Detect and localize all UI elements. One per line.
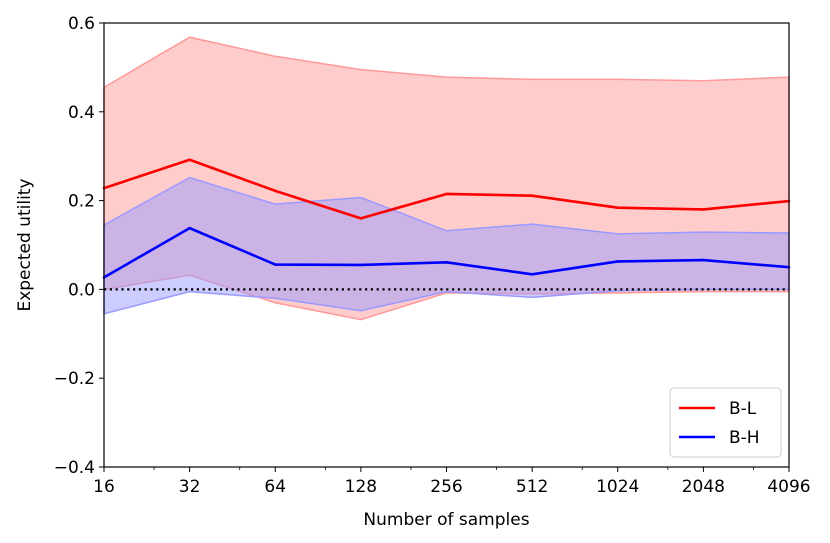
x-tick-label: 2048	[682, 477, 725, 497]
x-tick-label: 512	[516, 477, 548, 497]
x-axis-label: Number of samples	[363, 510, 529, 530]
y-axis-label: Expected utility	[15, 178, 35, 311]
data-point-b-h	[702, 258, 705, 262]
y-axis-ticks: −0.4 −0.2 0.0 0.2 0.4 0.6	[54, 14, 104, 478]
data-point-b-l	[530, 194, 534, 198]
data-point-b-h	[530, 273, 534, 276]
data-point-b-h	[616, 260, 620, 263]
x-tick-label: 1024	[596, 477, 639, 497]
confidence-bands	[103, 36, 790, 321]
data-point-b-l	[616, 206, 620, 210]
data-point-b-h	[359, 263, 363, 267]
data-point-b-l	[702, 208, 705, 211]
x-tick-label: 16	[93, 477, 115, 497]
y-tick-label: 0.6	[68, 14, 95, 34]
data-point-b-l	[445, 192, 448, 196]
x-tick-label: 32	[179, 477, 201, 497]
legend-label-b-l: B-L	[729, 399, 757, 419]
legend-box	[669, 387, 782, 458]
data-point-b-l	[359, 217, 363, 220]
y-tick-label: 0.2	[68, 192, 95, 212]
y-tick-label: 0.0	[68, 280, 95, 300]
legend-label-b-h: B-H	[729, 428, 760, 448]
x-tick-label: 4096	[767, 477, 810, 497]
data-point-b-l	[188, 158, 191, 162]
data-point-b-l	[273, 189, 277, 193]
x-tick-label: 128	[345, 477, 377, 497]
legend: B-L B-H	[669, 387, 782, 458]
data-point-b-h	[188, 226, 191, 230]
series-lines	[102, 158, 791, 279]
y-tick-label: 0.4	[68, 103, 95, 123]
data-point-b-h	[445, 261, 448, 264]
y-tick-label: −0.2	[54, 369, 95, 389]
x-tick-label: 256	[430, 477, 462, 497]
x-axis-ticks: 16 32 64 128 256 512 1024 2048 4096	[93, 467, 811, 497]
data-point-b-h	[273, 263, 277, 266]
y-tick-label: −0.4	[54, 458, 95, 478]
x-tick-label: 64	[264, 477, 286, 497]
